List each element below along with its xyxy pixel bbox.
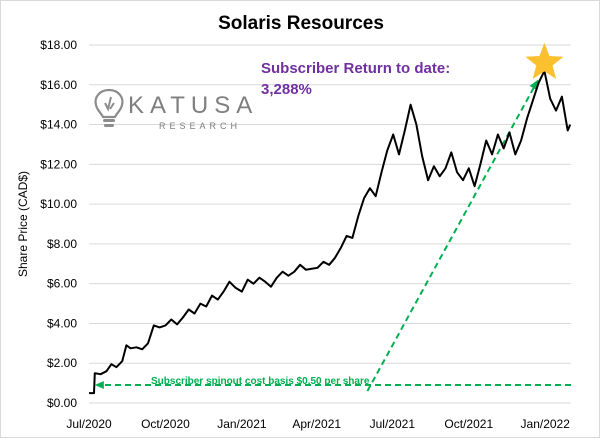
y-axis-label: Share Price (CAD$) [16, 171, 30, 277]
y-tick-label: $14.00 [40, 118, 77, 132]
x-tick-label: Oct/2021 [444, 417, 493, 431]
x-tick-label: Apr/2021 [292, 417, 341, 431]
katusa-logo: KATUSA RESEARCH [94, 88, 258, 131]
grid-lines [89, 44, 571, 404]
cost-basis-arrowhead [94, 381, 104, 390]
y-tick-label: $2.00 [47, 356, 77, 370]
y-tick-label: $12.00 [40, 157, 77, 171]
y-tick-label: $6.00 [47, 277, 77, 291]
x-tick-label: Jan/2021 [217, 417, 267, 431]
x-axis-ticks: Jul/2020 Oct/2020 Jan/2021 Apr/2021 Jul/2021… [66, 417, 570, 431]
price-series-line [89, 69, 572, 395]
x-tick-label: Jul/2020 [66, 417, 112, 431]
y-tick-label: $4.00 [47, 316, 77, 330]
return-label: Subscriber Return to date: [261, 60, 450, 77]
y-tick-label: $10.00 [40, 197, 77, 211]
x-tick-label: Oct/2020 [141, 417, 190, 431]
chart-title: Solaris Resources [218, 13, 384, 34]
y-tick-label: $0.00 [47, 396, 77, 410]
cost-basis-label: Subscriber spinout cost basis $0.50 per … [151, 376, 370, 387]
logo-sub: RESEARCH [159, 121, 241, 131]
y-tick-label: $16.00 [40, 78, 77, 92]
x-tick-label: Jan/2022 [521, 417, 571, 431]
y-tick-label: $18.00 [40, 38, 77, 52]
return-trend-line [366, 82, 538, 392]
logo-name: KATUSA [128, 92, 258, 119]
x-tick-label: Jul/2021 [370, 417, 416, 431]
y-tick-label: $8.00 [47, 237, 77, 251]
star-icon [525, 42, 564, 79]
lightbulb-icon [94, 88, 124, 127]
y-axis-ticks: $0.00 $2.00 $4.00 $6.00 $8.00 $10.00 $12.00 $14… [40, 38, 77, 410]
return-value: 3,288% [261, 81, 312, 98]
